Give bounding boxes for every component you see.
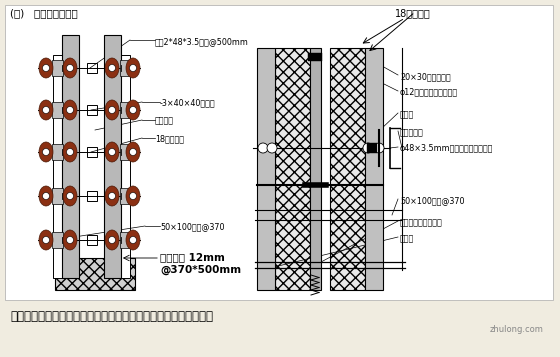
Circle shape	[129, 192, 137, 200]
Circle shape	[43, 149, 49, 156]
Bar	[365, 48, 383, 290]
Ellipse shape	[126, 58, 140, 78]
Circle shape	[129, 106, 137, 114]
Ellipse shape	[63, 142, 77, 162]
Circle shape	[109, 236, 115, 243]
Text: 18厚胶合板: 18厚胶合板	[395, 8, 431, 18]
Bar	[62, 35, 79, 278]
Ellipse shape	[63, 100, 77, 120]
Bar	[52, 60, 63, 76]
Text: 50×100松方@370: 50×100松方@370	[400, 196, 464, 205]
Circle shape	[267, 143, 277, 153]
Bar	[120, 144, 131, 160]
Circle shape	[67, 65, 73, 71]
Bar	[5, 5, 553, 300]
Circle shape	[67, 236, 73, 243]
Circle shape	[67, 106, 73, 114]
Text: 基台、底板、楼地板: 基台、底板、楼地板	[400, 218, 443, 227]
Text: 20×30膨胀止水条: 20×30膨胀止水条	[400, 72, 451, 81]
Bar	[104, 35, 121, 278]
Text: 防水砂墙水平施工缝、止水钉板及止水螺杆、模板支撑大样（一）: 防水砂墙水平施工缝、止水钉板及止水螺杆、模板支撑大样（一）	[10, 310, 213, 323]
Bar	[86, 191, 96, 201]
Bar	[120, 102, 131, 118]
Bar	[52, 144, 63, 160]
Ellipse shape	[126, 186, 140, 206]
Bar	[52, 232, 63, 248]
Bar	[120, 60, 131, 76]
Bar	[86, 235, 96, 245]
Bar	[52, 102, 63, 118]
Ellipse shape	[105, 58, 119, 78]
Text: 18厚木垫块: 18厚木垫块	[155, 134, 184, 143]
Ellipse shape	[39, 58, 53, 78]
Circle shape	[67, 192, 73, 200]
Bar	[120, 188, 131, 204]
Ellipse shape	[126, 142, 140, 162]
Bar	[86, 147, 96, 157]
Bar	[86, 105, 96, 115]
Bar	[120, 232, 131, 248]
Bar	[52, 188, 63, 204]
Text: (七)   模板支撑大样：: (七) 模板支撑大样：	[10, 8, 78, 18]
Ellipse shape	[126, 100, 140, 120]
Text: 专用钉套件: 专用钉套件	[400, 128, 424, 137]
Circle shape	[43, 65, 49, 71]
Bar	[275, 48, 310, 290]
Circle shape	[129, 236, 137, 243]
Ellipse shape	[105, 100, 119, 120]
Circle shape	[109, 192, 115, 200]
Ellipse shape	[39, 186, 53, 206]
Text: φ48×3.5mm钉管加山型垫件固定: φ48×3.5mm钉管加山型垫件固定	[400, 144, 493, 153]
Bar	[367, 143, 377, 153]
Bar	[86, 63, 96, 73]
Ellipse shape	[39, 230, 53, 250]
Ellipse shape	[63, 186, 77, 206]
Text: 墙插筋: 墙插筋	[400, 234, 414, 243]
Circle shape	[129, 65, 137, 71]
Circle shape	[109, 149, 115, 156]
Text: 止水螺杆: 止水螺杆	[155, 116, 174, 125]
Text: φ12钉筋焊装固定止水片: φ12钉筋焊装固定止水片	[400, 88, 458, 97]
Bar	[330, 48, 365, 290]
Ellipse shape	[126, 230, 140, 250]
Ellipse shape	[105, 186, 119, 206]
Circle shape	[43, 192, 49, 200]
Text: @370*500mm: @370*500mm	[160, 265, 241, 275]
Circle shape	[109, 106, 115, 114]
Circle shape	[129, 149, 137, 156]
Text: 限位筋: 限位筋	[400, 110, 414, 119]
Text: 对拉螺栓 12mm: 对拉螺栓 12mm	[160, 252, 225, 262]
Circle shape	[43, 236, 49, 243]
Text: 50×100松方@370: 50×100松方@370	[160, 222, 225, 231]
Ellipse shape	[105, 230, 119, 250]
Bar	[257, 48, 275, 290]
Text: 大棲2*48*3.5钉管@500mm: 大棲2*48*3.5钉管@500mm	[155, 37, 249, 46]
Ellipse shape	[63, 230, 77, 250]
Circle shape	[363, 143, 373, 153]
Circle shape	[258, 143, 268, 153]
Bar	[53, 55, 62, 278]
Ellipse shape	[39, 100, 53, 120]
Circle shape	[43, 106, 49, 114]
Text: zhulong.com: zhulong.com	[490, 325, 544, 334]
Circle shape	[109, 65, 115, 71]
Bar	[55, 258, 135, 290]
Circle shape	[67, 149, 73, 156]
Bar	[308, 53, 322, 61]
Ellipse shape	[63, 58, 77, 78]
Bar	[310, 48, 321, 290]
Ellipse shape	[39, 142, 53, 162]
Circle shape	[374, 143, 384, 153]
Ellipse shape	[105, 142, 119, 162]
Text: -3×40×40止水环: -3×40×40止水环	[160, 98, 216, 107]
Bar	[121, 55, 130, 278]
